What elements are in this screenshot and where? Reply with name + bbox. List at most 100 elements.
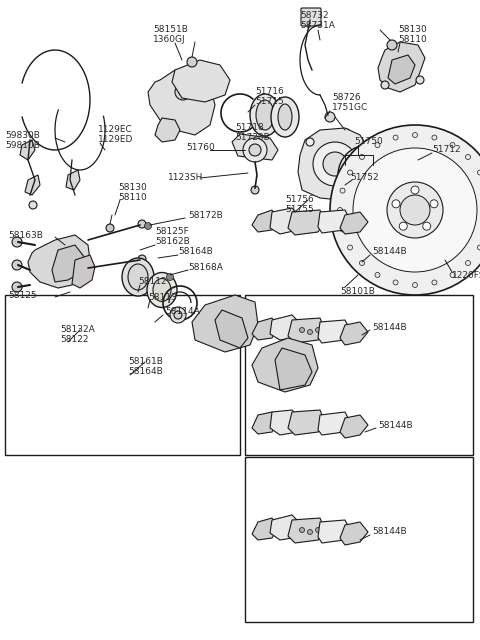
Text: 58114A: 58114A [165, 307, 200, 317]
Polygon shape [340, 415, 368, 438]
Ellipse shape [256, 100, 274, 130]
Circle shape [337, 207, 343, 212]
Text: 58731A: 58731A [300, 22, 335, 31]
Text: 58164B: 58164B [178, 248, 213, 257]
Text: 51760: 51760 [186, 143, 215, 152]
Circle shape [249, 144, 261, 156]
Circle shape [347, 184, 354, 191]
Circle shape [387, 40, 397, 50]
Text: 58101B: 58101B [340, 287, 375, 296]
Polygon shape [28, 235, 90, 288]
Polygon shape [172, 60, 230, 102]
Text: 51715: 51715 [255, 97, 284, 106]
Circle shape [393, 135, 398, 140]
Text: 51720B: 51720B [235, 134, 270, 143]
Circle shape [313, 142, 357, 186]
Text: 58130: 58130 [398, 26, 427, 35]
Text: 58732: 58732 [300, 12, 329, 20]
Polygon shape [148, 70, 215, 135]
Circle shape [12, 260, 22, 270]
Circle shape [372, 193, 378, 200]
Polygon shape [232, 134, 278, 160]
Polygon shape [288, 210, 325, 235]
Text: 58151B: 58151B [153, 26, 188, 35]
Circle shape [360, 260, 364, 266]
Text: 58110: 58110 [398, 35, 427, 45]
Circle shape [325, 112, 335, 122]
Circle shape [381, 81, 389, 89]
Polygon shape [252, 518, 278, 540]
Circle shape [12, 237, 22, 247]
Circle shape [340, 188, 345, 193]
Text: 51755: 51755 [285, 205, 314, 214]
Text: 51716: 51716 [255, 88, 284, 97]
Text: 58144B: 58144B [378, 420, 413, 429]
Text: 1220FS: 1220FS [452, 271, 480, 280]
Circle shape [12, 282, 22, 292]
Circle shape [478, 245, 480, 250]
Circle shape [179, 88, 187, 96]
Polygon shape [72, 255, 95, 288]
Polygon shape [340, 522, 368, 545]
Text: 1360GJ: 1360GJ [153, 35, 186, 45]
Polygon shape [378, 42, 425, 92]
Polygon shape [318, 412, 350, 435]
Polygon shape [52, 245, 85, 282]
Text: 58122: 58122 [60, 335, 88, 344]
Text: 58726: 58726 [332, 93, 360, 102]
Polygon shape [252, 338, 318, 392]
Polygon shape [252, 210, 278, 232]
Polygon shape [318, 520, 350, 543]
Circle shape [412, 282, 418, 287]
Circle shape [167, 273, 173, 280]
Text: 58163B: 58163B [8, 230, 43, 239]
Circle shape [375, 273, 380, 278]
Polygon shape [288, 410, 325, 435]
Polygon shape [288, 518, 325, 543]
Ellipse shape [153, 278, 171, 301]
Bar [245, 295, 473, 455]
Text: 58113: 58113 [148, 292, 177, 301]
Circle shape [423, 222, 431, 230]
Circle shape [393, 280, 398, 285]
Circle shape [306, 138, 314, 146]
Circle shape [412, 132, 418, 138]
Text: 58144B: 58144B [372, 248, 407, 257]
Circle shape [344, 129, 350, 135]
Text: 58132A: 58132A [60, 326, 95, 335]
Ellipse shape [128, 264, 148, 290]
Bar [5, 295, 240, 455]
Polygon shape [388, 55, 415, 84]
Text: 58162B: 58162B [155, 237, 190, 246]
Polygon shape [155, 118, 180, 142]
Circle shape [400, 195, 430, 225]
Polygon shape [298, 128, 370, 200]
Circle shape [29, 201, 37, 209]
Text: 1751GC: 1751GC [332, 104, 368, 113]
Text: 51752: 51752 [350, 173, 379, 182]
Text: 51756: 51756 [285, 195, 314, 205]
Text: 58144B: 58144B [372, 527, 407, 536]
Text: 58112: 58112 [138, 278, 167, 287]
Circle shape [358, 174, 366, 182]
Circle shape [360, 154, 364, 159]
Polygon shape [270, 515, 302, 540]
Circle shape [330, 125, 480, 295]
Circle shape [399, 222, 407, 230]
Text: 58125: 58125 [8, 291, 36, 300]
Circle shape [416, 76, 424, 84]
Bar [245, 457, 473, 622]
Text: 1129ED: 1129ED [98, 136, 133, 145]
Ellipse shape [147, 273, 177, 307]
Polygon shape [252, 318, 278, 340]
Circle shape [387, 182, 443, 238]
Polygon shape [252, 412, 278, 434]
Ellipse shape [278, 104, 292, 130]
Circle shape [315, 328, 321, 333]
Circle shape [358, 165, 378, 185]
Circle shape [315, 527, 321, 532]
Text: 58172B: 58172B [188, 211, 223, 220]
Polygon shape [25, 175, 40, 195]
Polygon shape [288, 318, 325, 343]
Polygon shape [270, 410, 302, 435]
